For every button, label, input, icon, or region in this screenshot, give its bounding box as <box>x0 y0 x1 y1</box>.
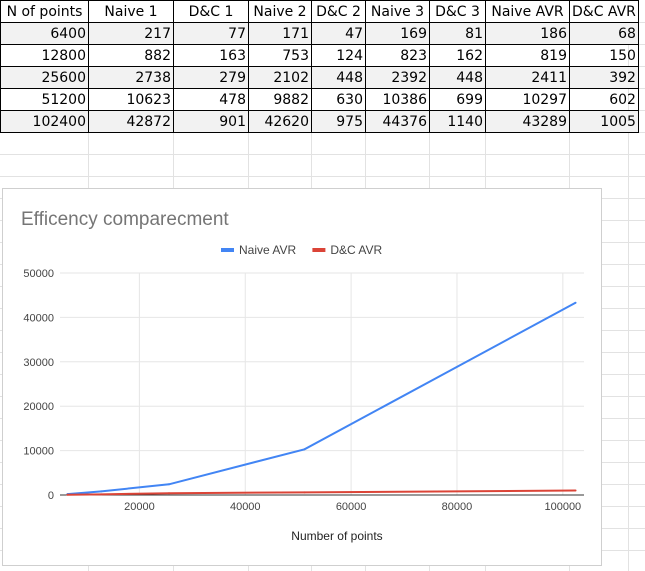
table-cell[interactable]: 47 <box>311 22 366 45</box>
table-cell[interactable]: 171 <box>248 22 312 45</box>
data-table: N of points Naive 1 D&C 1 Naive 2 D&C 2 … <box>0 0 639 133</box>
table-cell[interactable]: 6400 <box>0 22 89 45</box>
table-cell[interactable]: 10623 <box>88 88 174 111</box>
table-cell[interactable]: 10297 <box>485 88 570 111</box>
y-tick-label: 30000 <box>23 357 54 369</box>
data-point <box>303 448 306 451</box>
data-point <box>66 493 69 496</box>
table-cell[interactable]: 77 <box>173 22 249 45</box>
header-naive-3[interactable]: Naive 3 <box>365 0 430 23</box>
table-cell[interactable]: 162 <box>429 44 486 67</box>
table-cell[interactable]: 901 <box>173 110 249 133</box>
table-cell[interactable]: 81 <box>429 22 486 45</box>
table-cell[interactable]: 124 <box>311 44 366 67</box>
table-cell[interactable]: 448 <box>311 66 366 89</box>
table-row: 25600 2738 279 2102 448 2392 448 2411 39… <box>0 66 639 89</box>
table-cell[interactable]: 975 <box>311 110 366 133</box>
x-tick-label: 40000 <box>230 501 261 513</box>
y-tick-label: 10000 <box>23 446 54 458</box>
table-row: 12800 882 163 753 124 823 162 819 150 <box>0 44 639 67</box>
header-dc-2[interactable]: D&C 2 <box>311 0 366 23</box>
y-tick-label: 50000 <box>23 268 54 280</box>
x-tick-label: 100000 <box>544 501 581 513</box>
table-cell[interactable]: 753 <box>248 44 312 67</box>
data-point <box>574 301 577 304</box>
header-naive-2[interactable]: Naive 2 <box>248 0 312 23</box>
table-cell[interactable]: 392 <box>569 66 639 89</box>
table-cell[interactable]: 25600 <box>0 66 89 89</box>
table-cell[interactable]: 42872 <box>88 110 174 133</box>
series-line <box>67 301 577 496</box>
table-cell[interactable]: 630 <box>311 88 366 111</box>
x-tick-label: 60000 <box>336 501 367 513</box>
legend-swatch <box>221 248 234 252</box>
header-dc-avr[interactable]: D&C AVR <box>569 0 639 23</box>
table-row: 51200 10623 478 9882 630 10386 699 10297… <box>0 88 639 111</box>
table-cell[interactable]: 163 <box>173 44 249 67</box>
chart-title: Efficency comparecment <box>21 209 229 230</box>
table-cell[interactable]: 2102 <box>248 66 312 89</box>
table-cell[interactable]: 68 <box>569 22 639 45</box>
table-cell[interactable]: 42620 <box>248 110 312 133</box>
data-point <box>168 483 171 486</box>
table-cell[interactable]: 12800 <box>0 44 89 67</box>
table-cell[interactable]: 882 <box>88 44 174 67</box>
header-naive-avr[interactable]: Naive AVR <box>485 0 570 23</box>
series-line <box>67 489 576 496</box>
table-cell[interactable]: 186 <box>485 22 570 45</box>
data-point <box>100 493 103 496</box>
legend-label: Naive AVR <box>239 243 296 257</box>
table-cell[interactable]: 1140 <box>429 110 486 133</box>
table-cell[interactable]: 43289 <box>485 110 570 133</box>
table-cell[interactable]: 2392 <box>365 66 430 89</box>
table-cell[interactable]: 478 <box>173 88 249 111</box>
header-dc-1[interactable]: D&C 1 <box>173 0 249 23</box>
table-cell[interactable]: 819 <box>485 44 570 67</box>
header-n-of-points[interactable]: N of points <box>0 0 89 23</box>
legend-label: D&C AVR <box>330 243 382 257</box>
table-cell[interactable]: 279 <box>173 66 249 89</box>
x-axis-title: Number of points <box>291 529 382 543</box>
table-cell[interactable]: 2738 <box>88 66 174 89</box>
header-naive-1[interactable]: Naive 1 <box>88 0 174 23</box>
table-cell[interactable]: 448 <box>429 66 486 89</box>
table-row: 6400 217 77 171 47 169 81 186 68 <box>0 22 639 45</box>
line-chart: 20000 40000 60000 80000 100000 0 10000 20000 300… <box>23 243 584 543</box>
x-tick-label: 20000 <box>124 501 155 513</box>
table-cell[interactable]: 2411 <box>485 66 570 89</box>
data-point <box>574 489 577 492</box>
table-cell[interactable]: 823 <box>365 44 430 67</box>
table-cell[interactable]: 169 <box>365 22 430 45</box>
data-point <box>100 490 103 493</box>
table-cell[interactable]: 1005 <box>569 110 639 133</box>
table-cell[interactable]: 51200 <box>0 88 89 111</box>
table-cell[interactable]: 150 <box>569 44 639 67</box>
table-header-row: N of points Naive 1 D&C 1 Naive 2 D&C 2 … <box>0 0 639 23</box>
x-tick-label: 80000 <box>442 501 473 513</box>
table-cell[interactable]: 10386 <box>365 88 430 111</box>
legend-swatch <box>312 248 326 252</box>
table-cell[interactable]: 217 <box>88 22 174 45</box>
table-cell[interactable]: 44376 <box>365 110 430 133</box>
table-cell[interactable]: 9882 <box>248 88 312 111</box>
data-point <box>303 491 306 494</box>
table-cell[interactable]: 699 <box>429 88 486 111</box>
table-cell[interactable]: 102400 <box>0 110 89 133</box>
table-row: 102400 42872 901 42620 975 44376 1140 43… <box>0 110 639 133</box>
chart-card[interactable]: 20000 40000 60000 80000 100000 0 10000 20000 300… <box>2 188 602 566</box>
table-cell[interactable]: 602 <box>569 88 639 111</box>
y-tick-label: 40000 <box>23 312 54 324</box>
y-tick-label: 20000 <box>23 401 54 413</box>
header-dc-3[interactable]: D&C 3 <box>429 0 486 23</box>
data-point <box>168 492 171 495</box>
y-tick-label: 0 <box>48 490 54 502</box>
